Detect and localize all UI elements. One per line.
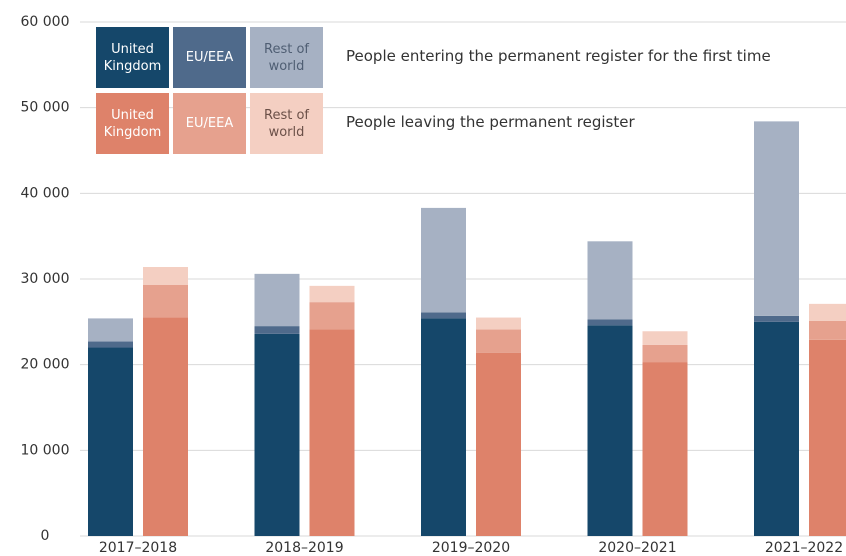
bar-segment bbox=[88, 318, 133, 342]
legend-swatch: Rest of world bbox=[250, 93, 323, 154]
bar-segment bbox=[754, 121, 799, 316]
bar-segment bbox=[254, 333, 300, 536]
x-tick-label: 2018–2019 bbox=[265, 540, 343, 556]
bar-segment bbox=[642, 344, 688, 363]
bar-segment bbox=[309, 302, 355, 330]
x-tick-label: 2017–2018 bbox=[99, 540, 177, 556]
legend-swatch: Rest of world bbox=[250, 27, 323, 88]
bar-segment bbox=[421, 312, 466, 319]
bar-segment bbox=[587, 319, 633, 326]
bar-segment bbox=[476, 352, 521, 536]
bar-segment bbox=[143, 317, 188, 536]
legend-swatch: United Kingdom bbox=[96, 27, 169, 88]
bar-segment bbox=[421, 318, 466, 536]
legend-swatch: United Kingdom bbox=[96, 93, 169, 154]
x-tick-label: 2019–2020 bbox=[432, 540, 510, 556]
y-tick-label: 40 000 bbox=[21, 185, 70, 201]
y-tick-label: 20 000 bbox=[21, 357, 70, 373]
bar-segment bbox=[88, 347, 133, 536]
bar-segment bbox=[587, 325, 633, 536]
legend-swatch: EU/EEA bbox=[173, 93, 246, 154]
bar-segment bbox=[642, 331, 688, 345]
legend-group-label: People leaving the permanent register bbox=[346, 113, 635, 131]
bar-segment bbox=[754, 321, 799, 536]
bar-segment bbox=[421, 207, 466, 313]
y-tick-label: 10 000 bbox=[21, 442, 70, 458]
bar-segment bbox=[143, 284, 188, 318]
bar-segment bbox=[809, 303, 846, 321]
y-tick-label: 30 000 bbox=[21, 271, 70, 287]
bar-segment bbox=[642, 362, 688, 536]
y-tick-label: 60 000 bbox=[21, 14, 70, 30]
bar-segment bbox=[254, 326, 300, 334]
bar-segment bbox=[809, 320, 846, 340]
y-tick-label: 50 000 bbox=[21, 100, 70, 116]
bar-segment bbox=[309, 285, 355, 303]
bar-segment bbox=[254, 273, 300, 327]
bar-segment bbox=[309, 329, 355, 536]
bar-segment bbox=[754, 315, 799, 322]
x-tick-label: 2020–2021 bbox=[598, 540, 676, 556]
bar-segment bbox=[88, 341, 133, 348]
bar-segment bbox=[809, 339, 846, 536]
legend-group-label: People entering the permanent register f… bbox=[346, 47, 771, 65]
bar-segment bbox=[476, 317, 521, 330]
bar-segment bbox=[587, 241, 633, 320]
y-tick-label: 0 bbox=[41, 528, 50, 544]
legend-swatch: EU/EEA bbox=[173, 27, 246, 88]
bar-segment bbox=[143, 267, 188, 285]
x-tick-label: 2021–2022 bbox=[765, 540, 843, 556]
bar-segment bbox=[476, 329, 521, 353]
